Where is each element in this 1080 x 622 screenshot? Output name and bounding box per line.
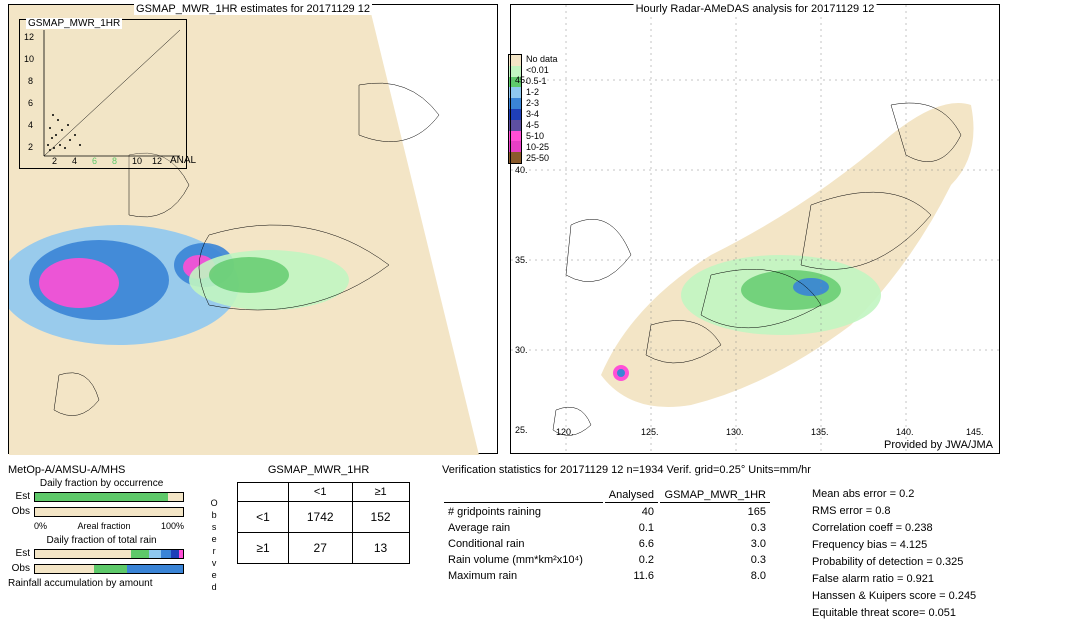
tick-x: 12 — [152, 156, 162, 166]
satellite-label: MetOp-A/AMSU-A/MHS — [8, 464, 195, 476]
tick-y: 12 — [24, 32, 34, 42]
matrix-c22: 13 — [352, 533, 409, 564]
tick-x: 130. — [726, 427, 744, 437]
provided-label: Provided by JWA/JMA — [884, 439, 993, 451]
tick-x: 2 — [52, 156, 57, 166]
tick-y: 8 — [28, 76, 33, 86]
matrix-row1: <1 — [238, 502, 289, 533]
pct100: 100% — [161, 521, 184, 531]
pct-row: 0% Areal fraction 100% — [8, 521, 184, 535]
hdr-prod: GSMAP_MWR_1HR — [660, 488, 770, 503]
left-map-title: GSMAP_MWR_1HR estimates for 20171129 12 — [134, 3, 372, 15]
occ-title: Daily fraction by occurrence — [8, 478, 195, 489]
matrix-c21: 27 — [288, 533, 352, 564]
est-label: Est — [8, 491, 30, 502]
left-map-panel: GSMAP_MWR_1HR estimates for 20171129 12 — [8, 4, 498, 454]
tick-y: 10 — [24, 54, 34, 64]
obs-occ-bar — [34, 507, 184, 517]
error-metrics: Mean abs error = 0.2RMS error = 0.8Corre… — [812, 486, 1072, 622]
tick-y: 25. — [515, 425, 528, 435]
matrix-c11: 1742 — [288, 502, 352, 533]
contingency-table: <1≥1 <11742152 ≥12713 — [237, 482, 409, 564]
verif-title: Verification statistics for 20171129 12 … — [442, 464, 1072, 476]
inset-xlabel: ANAL — [170, 155, 196, 166]
tick-y: 45. — [515, 75, 528, 85]
inset-scatter: GSMAP_MWR_1HR 12 10 8 6 — [19, 19, 187, 169]
matrix-row2: ≥1 — [238, 533, 289, 564]
matrix-title: GSMAP_MWR_1HR — [215, 464, 422, 476]
est-label2: Est — [8, 548, 30, 559]
right-map-panel: Hourly Radar-AMeDAS analysis for 2017112… — [510, 4, 1000, 454]
obs-label: Obs — [8, 506, 30, 517]
tick-x: 10 — [132, 156, 142, 166]
bottom-row: MetOp-A/AMSU-A/MHS Daily fraction by occ… — [0, 460, 1080, 608]
fraction-bars-col: MetOp-A/AMSU-A/MHS Daily fraction by occ… — [8, 464, 195, 608]
matrix-col2: ≥1 — [352, 483, 409, 502]
tick-x: 4 — [72, 156, 77, 166]
pct0: 0% — [34, 521, 47, 531]
tick-y: 4 — [28, 120, 33, 130]
hdr-anal: Analysed — [605, 488, 658, 503]
map-row: GSMAP_MWR_1HR estimates for 20171129 12 — [0, 0, 1080, 460]
tick-y: 6 — [28, 98, 33, 108]
areal-label: Areal fraction — [77, 521, 130, 531]
tot-title: Daily fraction of total rain — [8, 535, 195, 546]
tick-x: 145. — [966, 427, 984, 437]
obs-tot-bar — [34, 564, 184, 574]
tick-x: 8 — [112, 156, 117, 166]
matrix-c12: 152 — [352, 502, 409, 533]
contingency-col: GSMAP_MWR_1HR Observed <1≥1 <11742152 ≥1… — [215, 464, 422, 608]
obs-label2: Obs — [8, 563, 30, 574]
est-occ-bar — [34, 492, 184, 502]
tick-y: 35. — [515, 255, 528, 265]
observed-side-label: Observed — [209, 498, 219, 594]
right-map-title: Hourly Radar-AMeDAS analysis for 2017112… — [634, 3, 877, 15]
tick-y: 40. — [515, 165, 528, 175]
tick-x: 6 — [92, 156, 97, 166]
tick-x: 125. — [641, 427, 659, 437]
accum-title: Rainfall accumulation by amount — [8, 578, 195, 589]
est-tot-bar — [34, 549, 184, 559]
tick-x: 140. — [896, 427, 914, 437]
tick-y: 30. — [515, 345, 528, 355]
verif-table: AnalysedGSMAP_MWR_1HR # gridpoints raini… — [442, 486, 772, 585]
tick-x: 120. — [556, 427, 574, 437]
tick-y: 2 — [28, 142, 33, 152]
matrix-col1: <1 — [288, 483, 352, 502]
tick-x: 135. — [811, 427, 829, 437]
right-map-svg — [511, 5, 1001, 455]
stats-col: Verification statistics for 20171129 12 … — [442, 464, 1072, 608]
